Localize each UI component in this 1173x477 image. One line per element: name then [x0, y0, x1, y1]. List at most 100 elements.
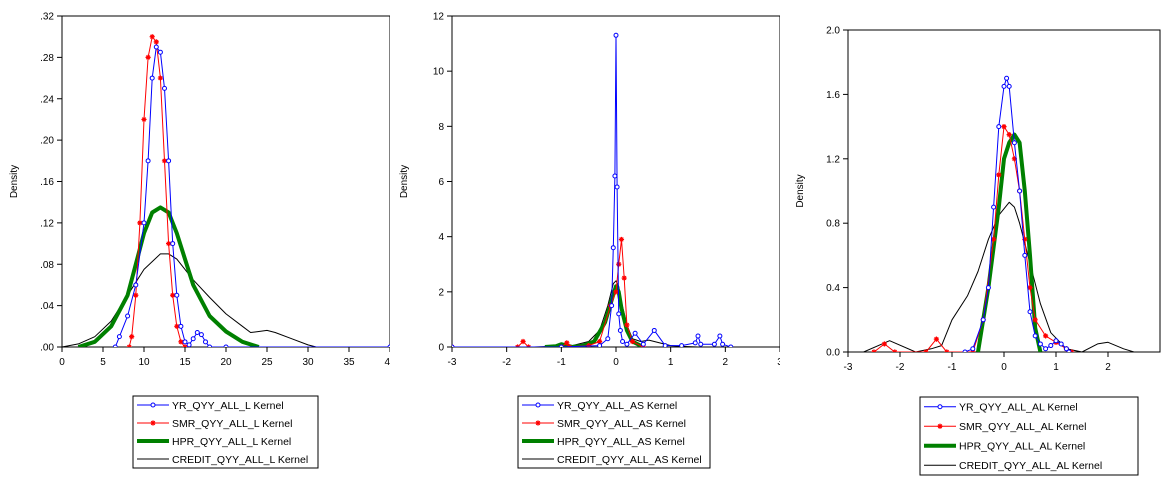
y-axis-label: Density — [399, 165, 410, 198]
series-point — [223, 344, 229, 347]
y-tick-label: .28 — [40, 53, 54, 64]
series-point — [695, 333, 701, 339]
x-tick-label: -1 — [557, 357, 566, 368]
density-chart-as: 024681012-3-2-10123DensityYR_QYY_ALL_AS … — [399, 12, 780, 469]
series-point — [186, 342, 192, 347]
series-point — [944, 349, 950, 352]
legend-label: SMR_QYY_ALL_AL Kernel — [959, 421, 1086, 433]
series-point — [692, 340, 698, 346]
y-tick-label: .04 — [40, 301, 54, 312]
series-point — [203, 339, 208, 345]
series-point — [145, 158, 151, 164]
legend-marker — [937, 423, 943, 429]
series-point — [1058, 341, 1064, 347]
series-point — [564, 340, 570, 346]
y-tick-label: 12 — [433, 12, 445, 23]
legend-marker — [150, 402, 156, 408]
y-tick-label: 0.0 — [826, 348, 840, 359]
series-point — [980, 317, 986, 323]
series-point — [1043, 333, 1049, 339]
series-point — [1011, 140, 1017, 146]
series-point — [617, 327, 623, 333]
series-point — [129, 334, 135, 340]
x-tick-label: 5 — [100, 357, 106, 368]
series-point — [182, 339, 188, 345]
series-point — [933, 336, 939, 342]
y-tick-label: 4 — [438, 232, 444, 243]
series-point — [996, 124, 1002, 130]
series-point — [452, 344, 455, 347]
series-point — [620, 338, 626, 344]
y-tick-label: 0 — [438, 343, 444, 354]
series-point — [149, 34, 155, 40]
y-tick-label: .32 — [40, 12, 54, 23]
y-axis-label: Density — [9, 165, 20, 198]
y-tick-label: 0.4 — [826, 283, 840, 294]
y-tick-label: 0.8 — [826, 219, 840, 230]
series-point — [1043, 346, 1049, 352]
series-point — [1017, 188, 1023, 194]
x-tick-label: 2 — [1105, 362, 1111, 373]
legend: YR_QYY_ALL_AL Kernel SMR_QYY_ALL_AL Kerne… — [919, 396, 1139, 476]
x-tick-label: -3 — [448, 357, 457, 368]
series-point — [624, 341, 630, 347]
series-point — [190, 336, 196, 342]
series-point — [137, 220, 143, 226]
legend-marker — [150, 420, 156, 426]
x-tick-label: 25 — [261, 357, 273, 368]
x-tick-label: 0 — [1001, 362, 1007, 373]
series-point — [991, 204, 997, 210]
series-point — [126, 344, 132, 347]
plot-area — [863, 75, 1135, 352]
series-point — [1004, 75, 1010, 81]
series-point — [153, 44, 159, 50]
y-tick-label: 2 — [438, 287, 444, 298]
series-point — [616, 311, 622, 317]
series-point — [153, 39, 159, 45]
series-point — [133, 292, 139, 298]
series-point — [1027, 285, 1033, 291]
series-point — [597, 343, 603, 347]
series-point — [1048, 343, 1054, 349]
series-point — [662, 343, 668, 347]
series-point — [1022, 252, 1028, 258]
x-tick-label: 10 — [138, 357, 150, 368]
series-point — [996, 172, 1002, 178]
x-tick-label: 0 — [613, 357, 619, 368]
y-tick-label: 1.2 — [826, 154, 840, 165]
x-tick-label: 30 — [302, 357, 314, 368]
series-point — [1037, 341, 1043, 347]
x-tick-label: 0 — [59, 357, 65, 368]
y-tick-label: .20 — [40, 136, 54, 147]
series-point — [892, 349, 898, 352]
series-point — [970, 346, 976, 352]
series-point — [717, 333, 723, 339]
y-tick-label: 10 — [433, 67, 445, 78]
legend-label: YR_QYY_ALL_AS Kernel — [557, 400, 677, 412]
y-tick-label: .24 — [40, 94, 54, 105]
series-point — [178, 323, 184, 329]
series-point — [1001, 83, 1007, 89]
density-chart-l: .00 .04 .08 .12 .16 .20 .24 .28 .32 0 5 10 15 20 25 30 3… — [9, 12, 390, 469]
series-point — [613, 32, 619, 38]
series-point — [558, 344, 564, 347]
legend-frame — [517, 395, 711, 469]
series-point — [520, 338, 526, 345]
series-line-2 — [77, 205, 260, 347]
series-point — [614, 184, 620, 190]
x-tick-label: 35 — [343, 357, 355, 368]
legend-label: HPR_QYY_ALL_L Kernel — [172, 436, 291, 448]
series-point — [170, 241, 176, 247]
series-point — [194, 330, 200, 336]
legend-frame — [919, 396, 1139, 476]
series-point — [1032, 317, 1038, 323]
y-tick-label: .00 — [40, 343, 54, 354]
series-point — [698, 341, 704, 347]
legend-label: SMR_QYY_ALL_AS Kernel — [557, 418, 686, 430]
series-point — [1027, 309, 1033, 315]
series-point — [679, 343, 685, 347]
series-point — [651, 327, 657, 333]
legend-label: YR_QYY_ALL_AL Kernel — [959, 402, 1078, 414]
series-point — [720, 341, 726, 347]
plot-frame — [61, 15, 390, 348]
